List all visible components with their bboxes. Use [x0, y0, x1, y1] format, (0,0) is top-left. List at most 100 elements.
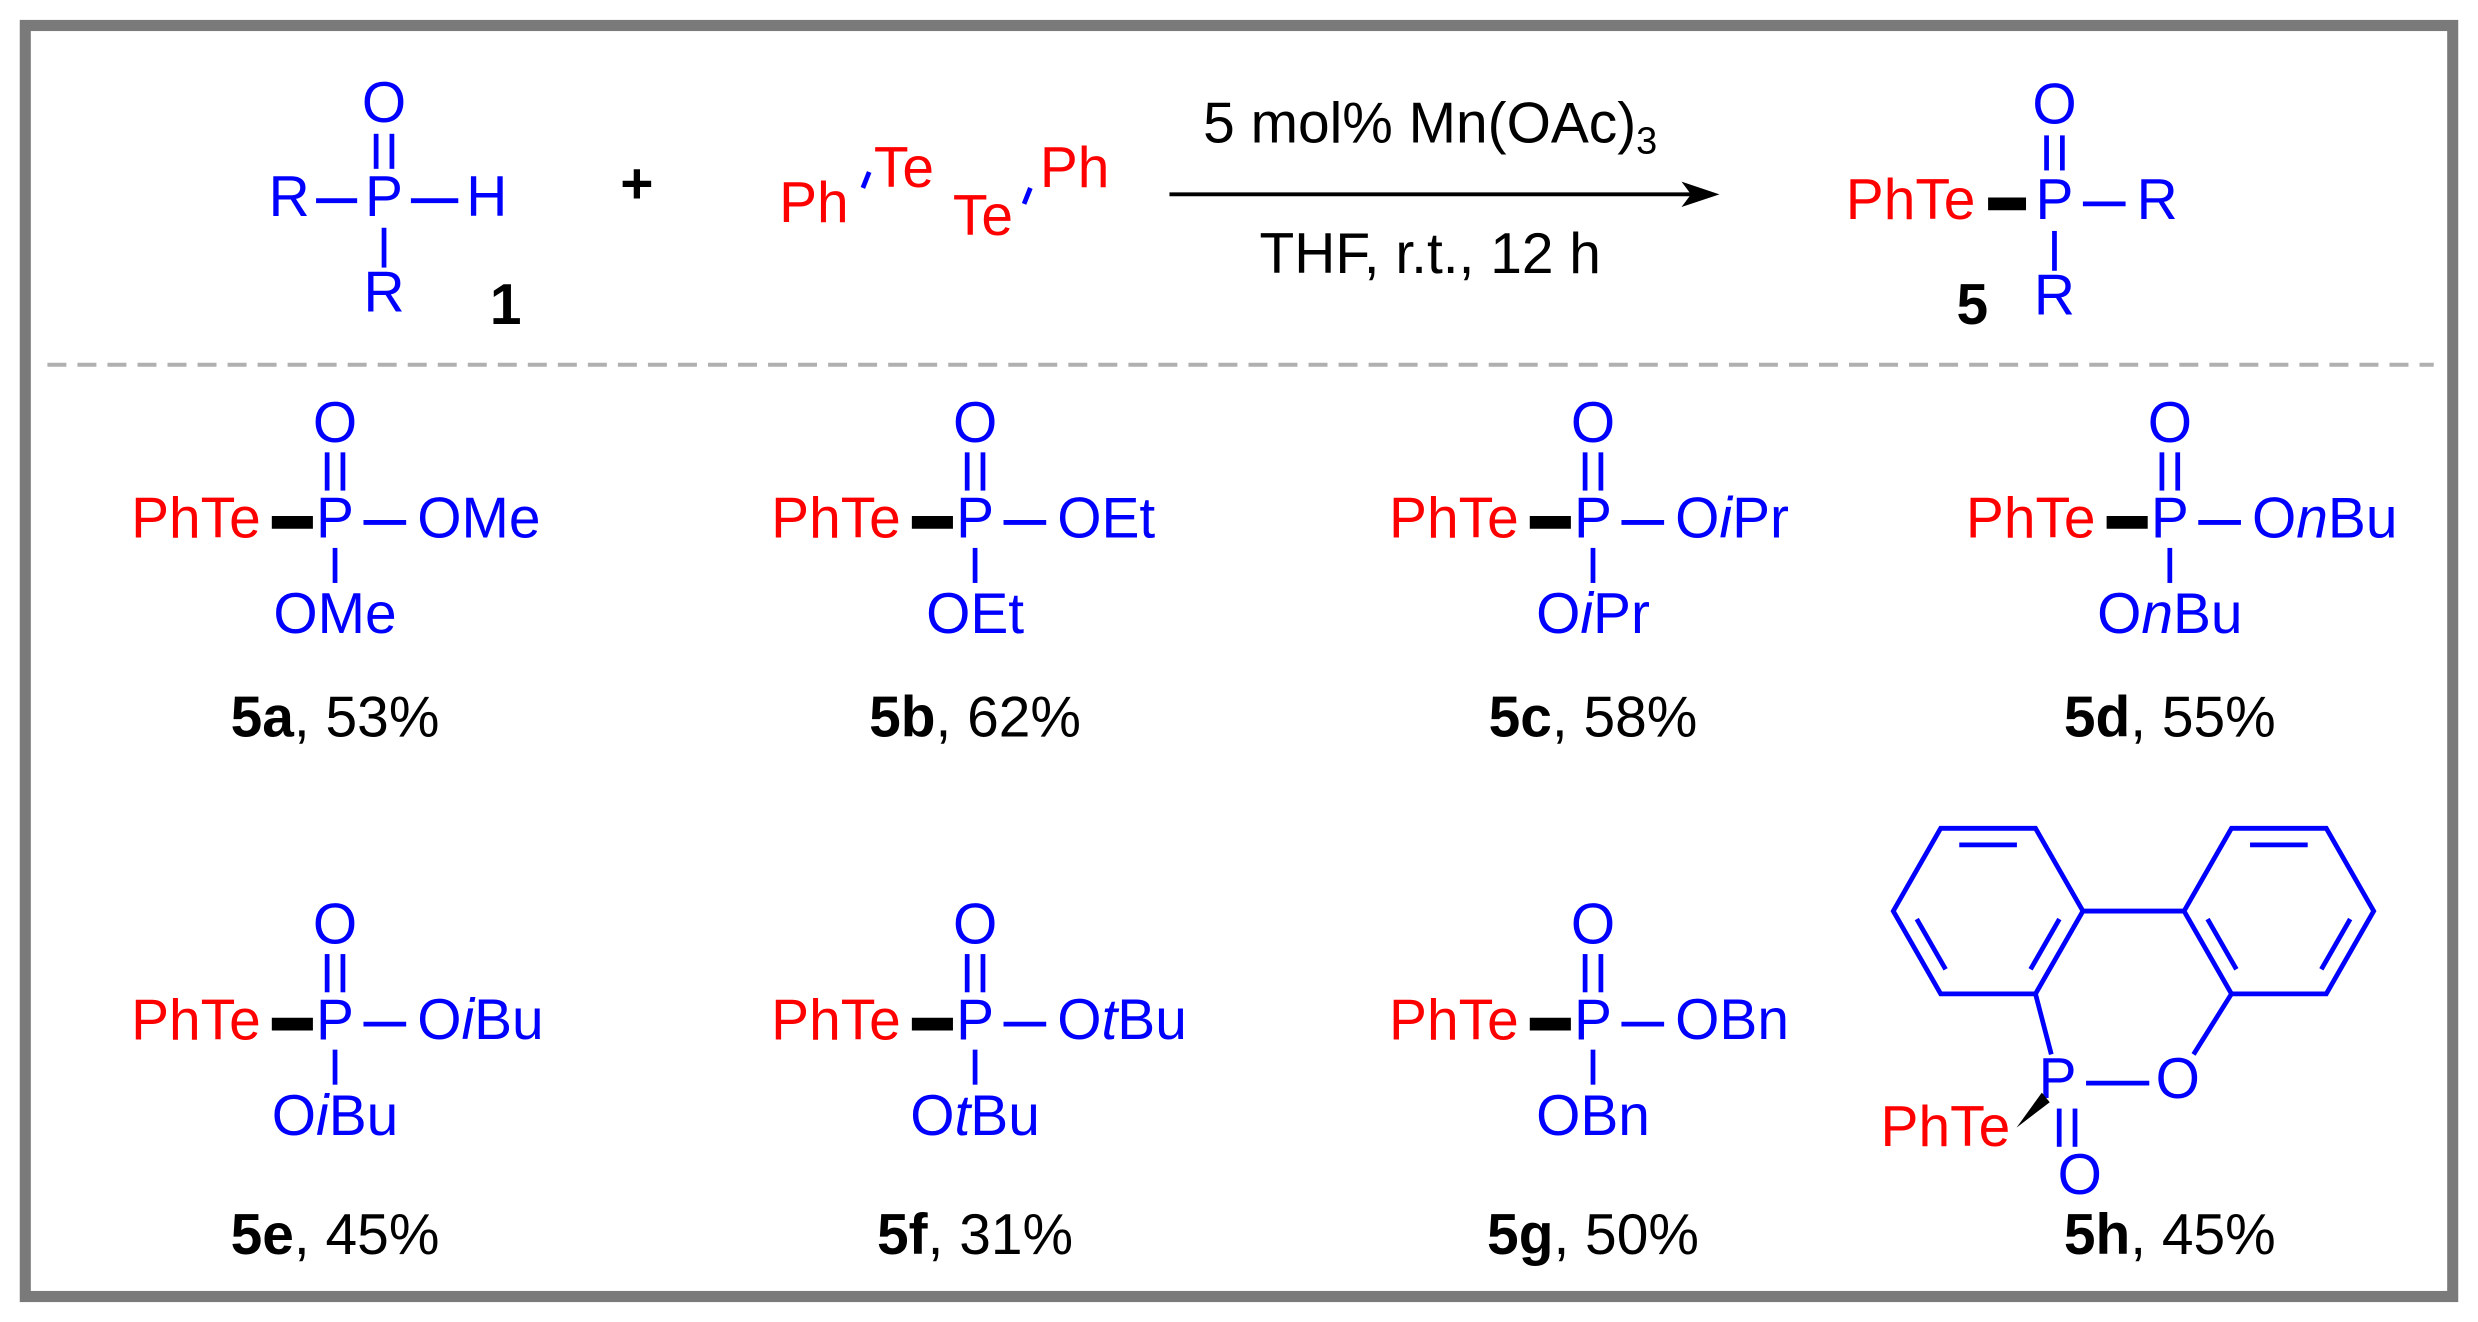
atom-label: O [953, 893, 997, 957]
condition-above: 5 mol% Mn(OAc)3 [1203, 91, 1657, 162]
atom-label: P [956, 486, 994, 550]
yield: , 50% [1553, 1203, 1698, 1267]
wedge-bond [2016, 1092, 2050, 1128]
ring-oxygen: O [2156, 1047, 2200, 1111]
caption: 5d, 55% [2064, 685, 2276, 749]
compound-id: 5h [2064, 1203, 2130, 1267]
substituent: OtBu [910, 1084, 1040, 1148]
atom-label: P [365, 165, 403, 229]
atom-label: P [316, 486, 354, 550]
atom-label: P [316, 988, 354, 1052]
benzene-ring [2181, 825, 2377, 997]
substituent-part: n [2296, 486, 2328, 550]
substituent-part: t [1102, 988, 1120, 1052]
atom-label: Ph [779, 171, 849, 235]
substituent: OiBu [417, 988, 543, 1052]
caption: 5h, 45% [2064, 1203, 2276, 1267]
caption: 5f, 31% [877, 1203, 1073, 1267]
yield: , 53% [294, 685, 439, 749]
substituent-part: OBn [1536, 1084, 1650, 1148]
substituent: OiPr [1536, 582, 1650, 646]
aromatic-bond [2319, 917, 2353, 971]
atom-label: 5 [1956, 273, 1988, 337]
atom-label: H [466, 165, 507, 229]
caption: 5e, 45% [231, 1203, 440, 1267]
atom-label: PhTe [1881, 1095, 2011, 1159]
compound-id: 5c [1489, 685, 1552, 749]
atom-label: PhTe [771, 486, 901, 550]
caption: 5b, 62% [869, 685, 1081, 749]
substituent-part: O [910, 1084, 954, 1148]
substituent: OiPr [1675, 486, 1789, 550]
compound-id: 5a [231, 685, 296, 749]
yield: , 45% [294, 1203, 439, 1267]
atom-label: R [2137, 168, 2178, 232]
compound-id: 5b [869, 685, 935, 749]
substituent: OnBu [2252, 486, 2397, 550]
atom-label: 1 [490, 273, 522, 337]
subscript: 3 [1636, 120, 1657, 162]
substituent-part: Pr [1732, 486, 1789, 550]
substituent-part: O [417, 988, 461, 1052]
substituent-part: Bu [2173, 582, 2243, 646]
atom-label: PhTe [1966, 486, 2096, 550]
compound-id: 5e [231, 1203, 294, 1267]
atom-label: Te [874, 136, 934, 200]
atom-label: PhTe [1846, 168, 1976, 232]
substituent-part: O [1536, 582, 1580, 646]
substituent: OMe [273, 582, 396, 646]
atom-label: P [1574, 486, 1612, 550]
atom-label: + [620, 152, 653, 216]
atom-label: Te [953, 184, 1013, 248]
atom-label: P [956, 988, 994, 1052]
substituent: OMe [417, 486, 540, 550]
substituent: OBn [1675, 988, 1789, 1052]
atom-label: PhTe [771, 988, 901, 1052]
substituent: OEt [1057, 486, 1155, 550]
benzene-ring [1890, 825, 2086, 997]
condition-below: THF, r.t., 12 h [1260, 222, 1601, 286]
substituent-part: i [461, 988, 475, 1052]
atom-label: PhTe [1389, 988, 1519, 1052]
bond [2033, 993, 2054, 1056]
substituent: OtBu [1057, 988, 1187, 1052]
yield: , 55% [2130, 685, 2275, 749]
atom-label: PhTe [1389, 486, 1519, 550]
caption: 5c, 58% [1489, 685, 1698, 749]
substituent-part: Bu [329, 1084, 399, 1148]
atom-label: PhTe [131, 486, 261, 550]
atom-label: R [2034, 263, 2075, 327]
substituent-part: OEt [926, 582, 1024, 646]
substituent: OiBu [272, 1084, 398, 1148]
compound-id: 5d [2064, 685, 2130, 749]
atom-label: O [1571, 391, 1615, 455]
atom-label: O [313, 391, 357, 455]
substituent-part: OEt [1057, 486, 1155, 550]
atom-label: O [362, 71, 406, 135]
aromatic-bond [2028, 917, 2062, 971]
substituent-part: Pr [1593, 582, 1650, 646]
substituent-part: OMe [273, 582, 396, 646]
substituent-part: i [1719, 486, 1733, 550]
substituent: OEt [926, 582, 1024, 646]
yield: , 45% [2130, 1203, 2275, 1267]
substituent-part: O [272, 1084, 316, 1148]
yield: , 62% [936, 685, 1081, 749]
substituent-part: OBn [1675, 988, 1789, 1052]
yield: , 31% [928, 1203, 1073, 1267]
atom-label: O [953, 391, 997, 455]
substituent-part: OMe [417, 486, 540, 550]
atom-label: PhTe [131, 988, 261, 1052]
atom-label: Ph [1040, 136, 1110, 200]
substituent-part: O [1675, 486, 1719, 550]
substituent-part: O [2252, 486, 2296, 550]
substituent-part: Bu [970, 1084, 1040, 1148]
arrow-head [1681, 181, 1720, 208]
atom-label: P [2035, 168, 2073, 232]
atom-label: P [2151, 486, 2189, 550]
aromatic-bond [2205, 917, 2239, 971]
atom-label: R [363, 260, 404, 324]
substituent-part: t [955, 1084, 973, 1148]
substituent-part: i [316, 1084, 330, 1148]
